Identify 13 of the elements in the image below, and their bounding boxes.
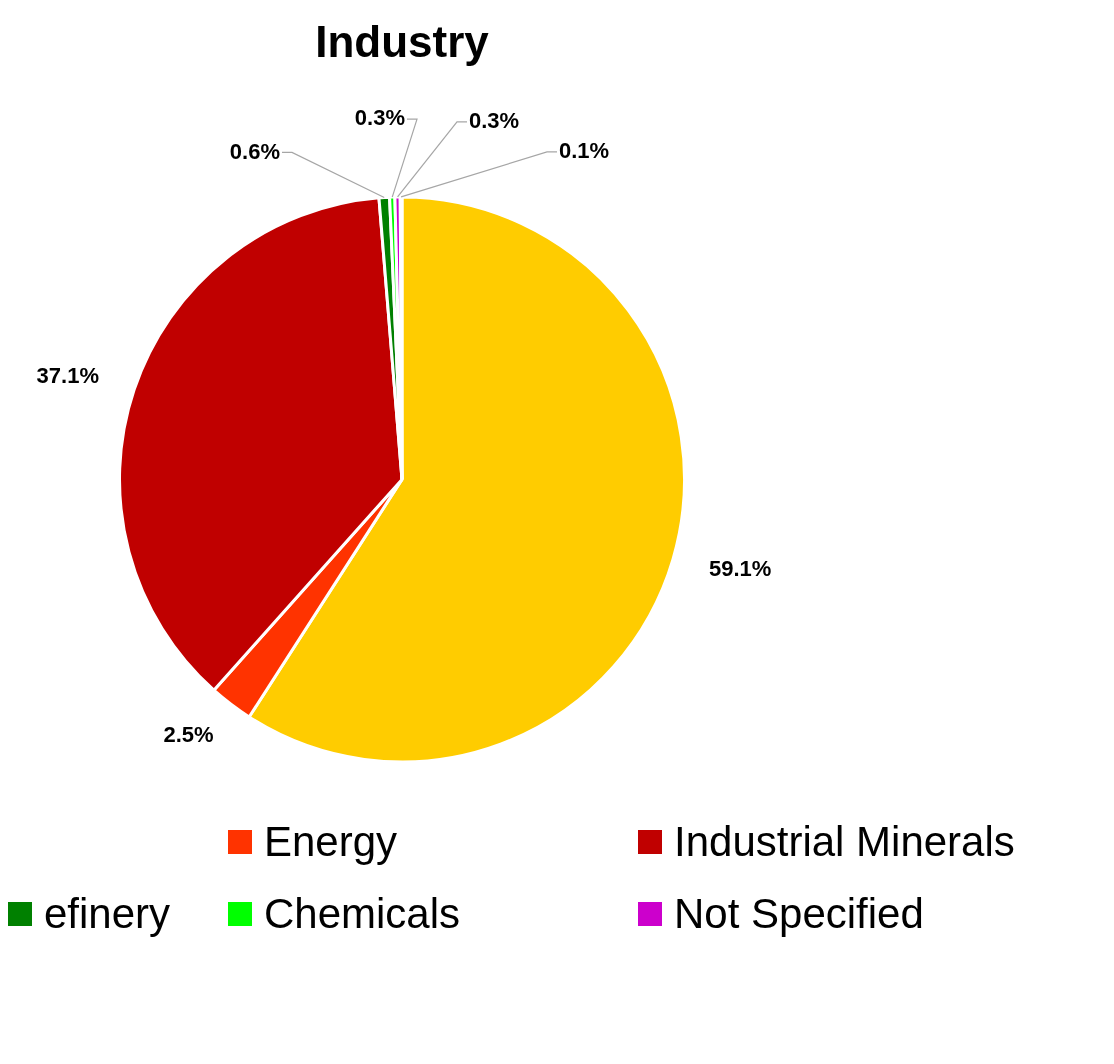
legend-label: Energy xyxy=(264,818,398,866)
data-label: 0.6% xyxy=(229,138,280,164)
data-label: 59.1% xyxy=(709,556,772,582)
data-label: 0.3% xyxy=(354,105,405,131)
chart-title: Industry xyxy=(315,16,490,66)
data-label: 0.3% xyxy=(469,108,520,133)
legend-label: efinery xyxy=(44,890,171,938)
legend-label: Chemicals xyxy=(264,890,461,938)
data-label: 2.5% xyxy=(163,722,214,748)
data-label: 37.1% xyxy=(36,362,99,388)
legend-label: Not Specified xyxy=(674,890,924,938)
legend-label: Industrial Minerals xyxy=(674,818,1015,866)
data-label: 0.1% xyxy=(559,137,610,163)
